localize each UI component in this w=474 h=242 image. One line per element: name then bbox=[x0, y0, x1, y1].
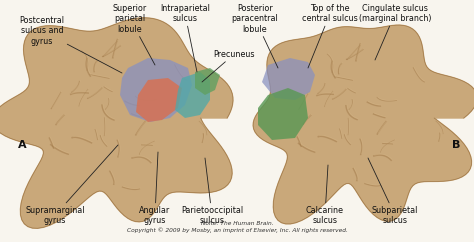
Polygon shape bbox=[120, 58, 192, 122]
Text: Intraparietal
sulcus: Intraparietal sulcus bbox=[160, 4, 210, 72]
Text: Supramarginal
gyrus: Supramarginal gyrus bbox=[25, 145, 118, 225]
Text: Cingulate sulcus
(marginal branch): Cingulate sulcus (marginal branch) bbox=[359, 4, 431, 60]
Polygon shape bbox=[195, 68, 220, 95]
Text: Precuneus: Precuneus bbox=[202, 50, 255, 82]
Text: Postcentral
sulcus and
gyrus: Postcentral sulcus and gyrus bbox=[19, 16, 122, 73]
Text: A: A bbox=[18, 140, 27, 150]
Text: B: B bbox=[452, 140, 460, 150]
Text: Top of the
central sulcus: Top of the central sulcus bbox=[302, 4, 358, 68]
Text: Nolte: The Human Brain.
Copyright © 2009 by Mosby, an imprint of Elsevier, Inc. : Nolte: The Human Brain. Copyright © 2009… bbox=[127, 221, 347, 233]
Text: Superior
parietal
lobule: Superior parietal lobule bbox=[113, 4, 155, 65]
Polygon shape bbox=[258, 88, 308, 140]
Text: Calcarine
sulcus: Calcarine sulcus bbox=[306, 165, 344, 225]
Text: Subparietal
sulcus: Subparietal sulcus bbox=[368, 158, 418, 225]
Polygon shape bbox=[136, 78, 182, 122]
Text: Angular
gyrus: Angular gyrus bbox=[139, 152, 171, 225]
Polygon shape bbox=[0, 18, 233, 228]
Text: Posterior
paracentral
lobule: Posterior paracentral lobule bbox=[232, 4, 278, 68]
Polygon shape bbox=[262, 58, 315, 100]
Text: Parietooccipital
sulcus: Parietooccipital sulcus bbox=[181, 158, 243, 225]
Polygon shape bbox=[175, 72, 210, 118]
Polygon shape bbox=[253, 25, 474, 224]
